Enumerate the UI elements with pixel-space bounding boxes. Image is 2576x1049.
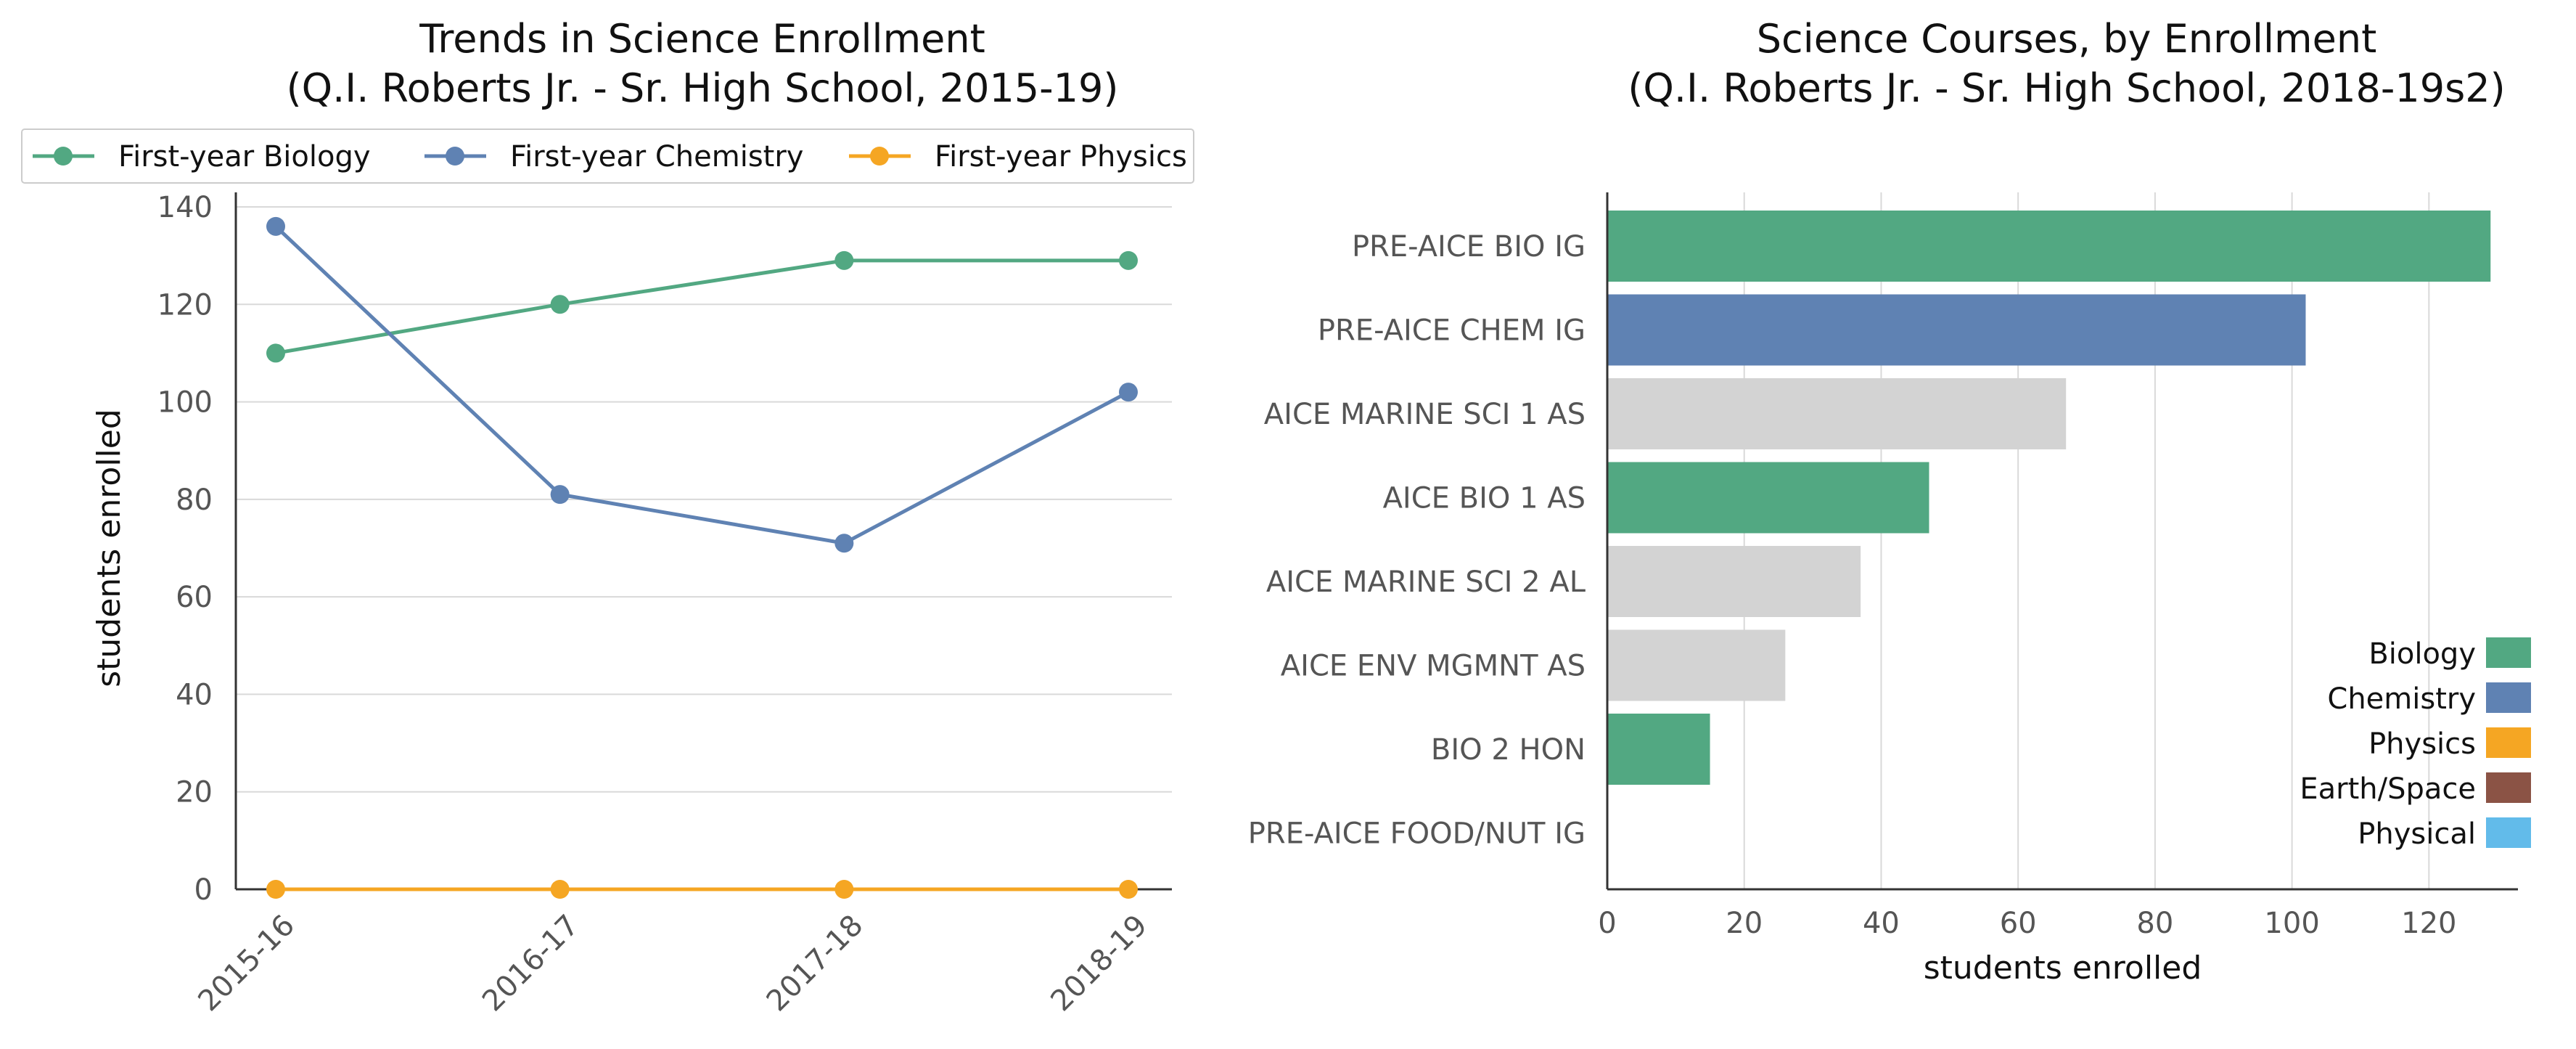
legend-swatch — [2486, 817, 2531, 848]
legend-label: Earth/Space — [2300, 772, 2476, 806]
data-point — [1119, 250, 1138, 270]
legend-marker — [54, 147, 73, 166]
line-chart-y-axis-label: students enrolled — [91, 409, 128, 687]
bar — [1607, 546, 1861, 617]
category-label: PRE-AICE BIO IG — [1352, 230, 1586, 264]
legend-label: Physics — [2368, 727, 2476, 761]
title-line: Science Courses, by Enrollment — [1757, 16, 2377, 62]
category-label: AICE BIO 1 AS — [1383, 482, 1586, 515]
y-tick-label: 120 — [157, 288, 213, 322]
bar-chart-bars — [1607, 211, 2491, 785]
y-tick-label: 20 — [176, 776, 213, 809]
data-point — [266, 880, 285, 899]
series-line — [274, 225, 1130, 545]
category-label: AICE MARINE SCI 2 AL — [1266, 566, 1586, 599]
bar-chart-category-labels: PRE-AICE BIO IG PRE-AICE CHEM IG AICE MARI… — [1248, 230, 1586, 851]
bar — [1607, 714, 1710, 785]
line-chart-y-ticks: 0 20 40 60 80 100 120 140 — [157, 191, 213, 907]
legend-marker — [446, 147, 464, 166]
data-point — [834, 880, 854, 899]
bar — [1607, 294, 2306, 366]
x-tick-label: 80 — [2136, 907, 2173, 940]
x-tick-label: 100 — [2264, 907, 2319, 940]
data-point — [550, 485, 570, 505]
x-tick-label: 60 — [2000, 907, 2037, 940]
category-label: AICE MARINE SCI 1 AS — [1264, 398, 1586, 431]
y-tick-label: 100 — [157, 386, 213, 420]
legend-swatch — [2486, 727, 2531, 758]
legend-swatch — [2486, 682, 2531, 713]
legend-label: First-year Biology — [118, 140, 371, 174]
x-tick-label: 20 — [1726, 907, 1763, 940]
legend-label: First-year Chemistry — [510, 140, 803, 174]
x-tick-label: 2016-17 — [476, 909, 586, 1019]
line-chart-legend: First-year Biology First-year Chemistry Fi… — [21, 128, 1194, 184]
title-line: (Q.I. Roberts Jr. - Sr. High School, 201… — [287, 65, 1119, 111]
legend-label: Biology — [2368, 637, 2476, 671]
legend-frame — [21, 128, 1194, 184]
x-tick-label: 2017-18 — [760, 909, 870, 1019]
bar-chart-axes — [1606, 192, 2518, 891]
legend-swatch — [2486, 772, 2531, 803]
category-label: PRE-AICE FOOD/NUT IG — [1248, 817, 1586, 851]
y-tick-label: 0 — [194, 873, 213, 907]
bar-chart: Science Courses, by Enrollment (Q.I. Robe… — [1248, 16, 2531, 987]
data-point — [834, 250, 854, 270]
y-tick-label: 60 — [176, 581, 213, 614]
x-tick-label: 120 — [2401, 907, 2456, 940]
data-point — [1119, 880, 1138, 899]
bar — [1607, 378, 2067, 449]
y-tick-label: 140 — [157, 191, 213, 224]
series-line — [275, 258, 1128, 355]
legend-label: Chemistry — [2327, 682, 2476, 716]
bar-chart-title: Science Courses, by Enrollment (Q.I. Robe… — [1628, 16, 2505, 111]
data-point — [266, 343, 285, 363]
data-point — [550, 880, 570, 899]
x-tick-label: 2018-19 — [1044, 909, 1154, 1019]
line-chart-gridlines — [236, 206, 1172, 793]
x-tick-label: 2015-16 — [192, 909, 301, 1019]
title-line: Trends in Science Enrollment — [419, 16, 985, 62]
line-chart-title: Trends in Science Enrollment (Q.I. Robert… — [287, 16, 1119, 111]
line-chart-x-ticks: 2015-16 2016-17 2017-18 2018-19 — [192, 909, 1154, 1019]
line-chart-series — [266, 216, 1138, 899]
data-point — [266, 216, 285, 236]
data-point — [1119, 383, 1138, 402]
x-tick-label: 40 — [1863, 907, 1900, 940]
category-label: PRE-AICE CHEM IG — [1318, 314, 1586, 348]
bar-chart-legend: Biology Chemistry Physics Earth/Space Physic… — [2300, 637, 2531, 851]
bar-chart-x-ticks: 0 20 40 60 80 100 120 — [1598, 907, 2456, 940]
title-line: (Q.I. Roberts Jr. - Sr. High School, 201… — [1628, 65, 2505, 111]
category-label: BIO 2 HON — [1431, 733, 1586, 767]
bar-chart-x-axis-label: students enrolled — [1924, 950, 2202, 987]
bar — [1607, 629, 1786, 701]
bar — [1607, 462, 1929, 534]
legend-label: First-year Physics — [935, 140, 1187, 174]
x-tick-label: 0 — [1598, 907, 1616, 940]
bar — [1607, 211, 2491, 282]
line-chart: Trends in Science Enrollment (Q.I. Robert… — [21, 16, 1194, 1019]
data-point — [550, 295, 570, 314]
category-label: AICE ENV MGMNT AS — [1281, 650, 1586, 683]
data-point — [834, 534, 854, 553]
y-tick-label: 40 — [176, 678, 213, 711]
line-chart-axes — [234, 192, 1172, 891]
legend-marker — [870, 147, 889, 166]
legend-swatch — [2486, 637, 2531, 668]
y-tick-label: 80 — [176, 483, 213, 517]
legend-label: Physical — [2358, 817, 2476, 851]
